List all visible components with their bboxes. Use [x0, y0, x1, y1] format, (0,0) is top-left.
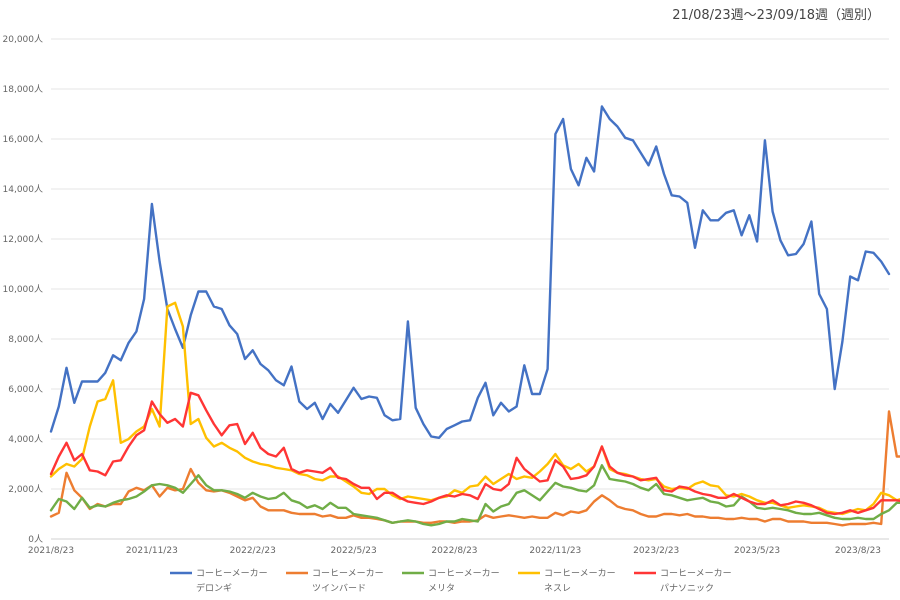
- x-tick-label: 2022/8/23: [431, 546, 477, 556]
- legend: コーヒーメーカーデロンギコーヒーメーカーツインバードコーヒーメーカーメリタコーヒ…: [170, 568, 732, 594]
- y-tick-label: 20,000人: [3, 34, 44, 45]
- y-tick-label: 16,000人: [3, 134, 44, 145]
- series-line-0: [49, 105, 891, 439]
- y-tick-label: 14,000人: [3, 184, 44, 195]
- legend-label-line2: パナソニック: [660, 583, 714, 594]
- x-tick-label: 2023/2/23: [633, 546, 679, 556]
- x-tick-label: 2022/5/23: [331, 546, 377, 556]
- legend-label-line2: メリタ: [428, 583, 455, 594]
- x-tick-label: 2023/8/23: [835, 546, 881, 556]
- x-tick-label: 2022/2/23: [230, 546, 276, 556]
- y-tick-label: 18,000人: [3, 84, 44, 95]
- y-tick-label: 6,000人: [8, 384, 43, 395]
- y-tick-label: 10,000人: [3, 284, 44, 295]
- series-lines: [49, 105, 900, 527]
- y-tick-label: 4,000人: [8, 434, 43, 445]
- period-label: 21/08/23週～23/09/18週（週別）: [672, 8, 880, 23]
- x-tick-label: 2023/5/23: [734, 546, 780, 556]
- x-tick-label: 2021/8/23: [28, 546, 74, 556]
- x-axis-ticks: 2021/8/23 2021/11/23 2022/2/23 2022/5/23 202…: [28, 546, 881, 556]
- y-tick-label: 12,000人: [3, 234, 44, 245]
- gridlines: [51, 38, 889, 540]
- legend-label-line2: ネスレ: [544, 583, 571, 594]
- y-tick-label: 2,000人: [8, 484, 43, 495]
- x-tick-label: 2022/11/23: [529, 546, 581, 556]
- legend-label-line2: ツインバード: [312, 583, 366, 594]
- x-tick-label: 2021/11/23: [126, 546, 178, 556]
- legend-label-line1: コーヒーメーカー: [544, 568, 616, 579]
- y-tick-label: 8,000人: [8, 334, 43, 345]
- legend-label-line1: コーヒーメーカー: [312, 568, 384, 579]
- legend-label-line1: コーヒーメーカー: [660, 568, 732, 579]
- series-line-2: [49, 464, 900, 527]
- y-tick-label: 0人: [28, 534, 43, 545]
- series-line-4: [49, 391, 900, 516]
- series-line-3: [49, 301, 900, 516]
- legend-label-line2: デロンギ: [196, 582, 232, 594]
- legend-label-line1: コーヒーメーカー: [196, 568, 268, 579]
- y-axis-ticks: 0人 2,000人 4,000人 6,000人 8,000人 10,000人 12,000人…: [3, 34, 44, 545]
- legend-label-line1: コーヒーメーカー: [428, 568, 500, 579]
